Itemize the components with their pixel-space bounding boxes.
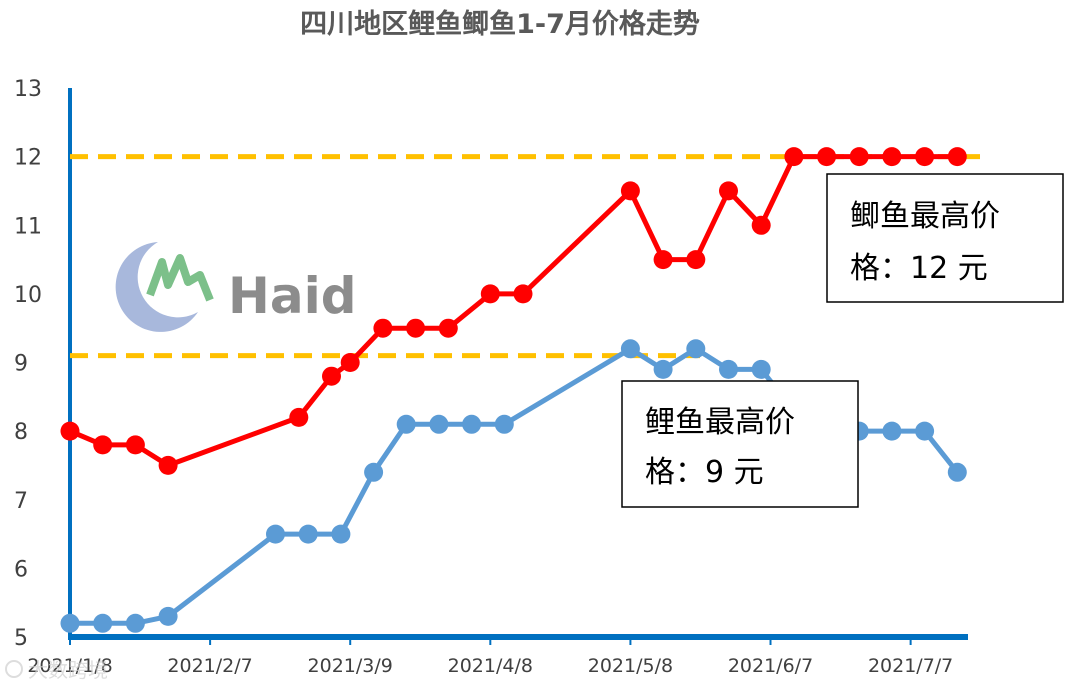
x-tick-label: 2021/4/8	[448, 655, 533, 677]
chart-title: 四川地区鲤鱼鲫鱼1-7月价格走势	[300, 9, 700, 40]
x-tick-label: 2021/7/7	[868, 655, 953, 677]
data-point	[298, 524, 318, 544]
y-tick-label: 6	[14, 557, 28, 582]
data-point	[784, 147, 804, 167]
y-tick-label: 12	[14, 146, 42, 171]
x-tick-label: 2021/6/7	[728, 655, 813, 677]
x-tick-label: 2021/2/7	[167, 655, 252, 677]
data-point	[882, 421, 902, 441]
data-point	[289, 407, 309, 427]
haid-logo: Haid	[115, 242, 357, 332]
y-tick-label: 10	[14, 283, 42, 308]
data-point	[653, 250, 673, 270]
data-point	[620, 339, 640, 359]
annotation-box	[826, 173, 1064, 303]
annotation-line: 格：12 元	[850, 251, 988, 286]
data-point	[947, 462, 967, 482]
moon-icon	[115, 242, 198, 332]
data-point	[438, 318, 458, 338]
axes	[68, 88, 968, 640]
data-point	[849, 147, 869, 167]
data-point	[915, 421, 935, 441]
data-point	[494, 414, 514, 434]
y-tick-label: 7	[14, 489, 28, 514]
data-point	[125, 435, 145, 455]
data-point	[364, 462, 384, 482]
data-point	[93, 435, 113, 455]
data-point	[158, 606, 178, 626]
data-point	[322, 366, 341, 386]
annotation-line: 格：9 元	[645, 455, 764, 490]
x-axis-ticks: 2021/1/8 2021/2/7 2021/3/9 2021/4/8 2021/5/8…	[27, 637, 953, 677]
data-point	[429, 414, 449, 434]
data-point	[373, 318, 393, 338]
data-point	[513, 284, 533, 304]
watermark-text: 大数跨境	[28, 658, 108, 682]
data-point	[947, 147, 967, 167]
data-point	[751, 359, 771, 379]
data-point	[93, 613, 113, 633]
data-point	[653, 359, 673, 379]
data-point	[719, 181, 738, 201]
data-point	[60, 421, 80, 441]
data-point	[686, 339, 706, 359]
crucian-max-annotation: 鲫鱼最高价 格：12 元	[826, 173, 1064, 303]
data-point	[125, 613, 145, 633]
data-point	[60, 613, 80, 633]
watermark: 大数跨境	[5, 658, 108, 682]
y-tick-label: 5	[14, 626, 28, 651]
data-point	[396, 414, 416, 434]
data-point	[462, 414, 482, 434]
y-tick-label: 13	[14, 77, 42, 102]
x-tick-label: 2021/1/8	[27, 655, 112, 677]
data-point	[620, 181, 640, 201]
data-point	[751, 215, 771, 235]
data-point	[266, 524, 285, 544]
data-point	[686, 250, 706, 270]
annotation-line: 鲤鱼最高价	[645, 405, 795, 440]
y-axis-ticks: 5 6 7 8 9 10 11 12 13	[14, 77, 42, 651]
x-tick-label: 2021/3/9	[308, 655, 393, 677]
data-point	[158, 455, 178, 475]
data-point	[817, 147, 837, 167]
data-point	[480, 284, 500, 304]
data-point	[915, 147, 935, 167]
data-point	[340, 353, 360, 372]
annotation-box	[621, 380, 859, 508]
logo-text: Haid	[228, 267, 357, 325]
annotation-line: 鲫鱼最高价	[850, 199, 1000, 234]
data-point	[719, 359, 738, 379]
data-point	[882, 147, 902, 167]
data-point	[406, 318, 426, 338]
series-0	[60, 147, 967, 475]
y-tick-label: 11	[14, 214, 42, 239]
mountain-icon	[146, 254, 214, 302]
watermark-icon	[5, 660, 23, 678]
carp-max-annotation: 鲤鱼最高价 格：9 元	[621, 380, 859, 508]
y-tick-label: 8	[14, 420, 28, 445]
x-tick-label: 2021/5/8	[588, 655, 673, 677]
y-tick-label: 9	[14, 352, 28, 377]
data-point	[331, 524, 351, 544]
